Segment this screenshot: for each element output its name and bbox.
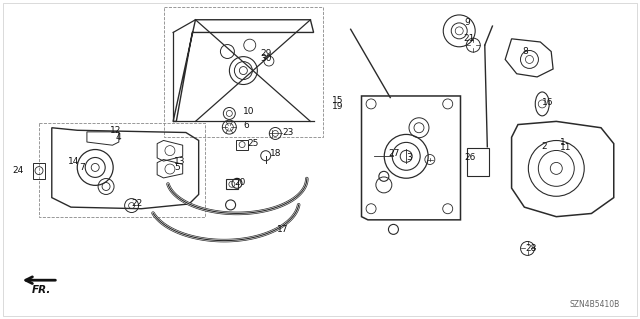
Text: 26: 26	[465, 153, 476, 162]
Text: 30: 30	[260, 54, 271, 63]
Text: 13: 13	[174, 157, 186, 166]
Text: 12: 12	[110, 126, 122, 135]
Bar	[236, 140, 248, 150]
Text: 16: 16	[542, 98, 554, 107]
Text: FR.: FR.	[31, 285, 51, 295]
Text: 4: 4	[116, 133, 122, 142]
Text: 27: 27	[388, 149, 399, 158]
Text: 20: 20	[235, 178, 246, 187]
Text: 7: 7	[79, 163, 85, 172]
Text: 14: 14	[68, 157, 80, 166]
Text: 11: 11	[560, 143, 572, 152]
Bar	[33, 163, 45, 179]
Text: 3: 3	[406, 153, 412, 162]
Text: 25: 25	[247, 139, 259, 148]
Text: 18: 18	[269, 149, 281, 158]
Bar	[467, 148, 490, 176]
Text: 10: 10	[243, 107, 254, 116]
Text: 29: 29	[260, 48, 271, 58]
Text: 17: 17	[276, 225, 288, 234]
Text: SZN4B5410B: SZN4B5410B	[570, 300, 620, 308]
Text: 5: 5	[174, 163, 180, 172]
Text: 21: 21	[463, 34, 475, 43]
Text: 1: 1	[560, 137, 566, 146]
Text: 6: 6	[243, 121, 248, 130]
Text: 2: 2	[541, 142, 547, 151]
Bar	[226, 179, 238, 189]
Text: 24: 24	[12, 166, 24, 175]
Text: 28: 28	[525, 244, 536, 253]
Text: 19: 19	[332, 102, 343, 111]
Text: 9: 9	[465, 18, 470, 27]
Text: 8: 8	[522, 47, 528, 56]
Text: 23: 23	[282, 128, 294, 137]
Text: 15: 15	[332, 96, 343, 105]
Text: 22: 22	[132, 199, 143, 208]
